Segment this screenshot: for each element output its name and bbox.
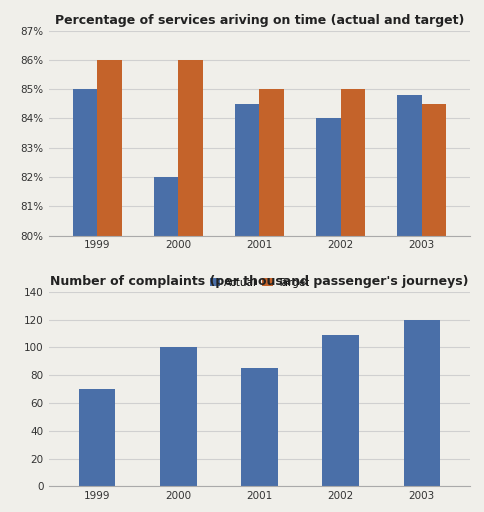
- Bar: [73, 89, 97, 512]
- Bar: [396, 95, 421, 512]
- Bar: [316, 118, 340, 512]
- Bar: [259, 89, 283, 512]
- Bar: [340, 89, 364, 512]
- Bar: [160, 348, 196, 486]
- Bar: [421, 104, 445, 512]
- Bar: [241, 368, 277, 486]
- Bar: [97, 60, 121, 512]
- Bar: [235, 104, 259, 512]
- Bar: [322, 335, 358, 486]
- Bar: [79, 389, 115, 486]
- Bar: [403, 319, 439, 486]
- Title: Percentage of services ariving on time (actual and target): Percentage of services ariving on time (…: [55, 14, 463, 27]
- Bar: [178, 60, 202, 512]
- Bar: [154, 177, 178, 512]
- Title: Number of complaints (per thousand passenger's journeys): Number of complaints (per thousand passe…: [50, 275, 468, 288]
- Legend: Actual, Target: Actual, Target: [205, 273, 313, 292]
